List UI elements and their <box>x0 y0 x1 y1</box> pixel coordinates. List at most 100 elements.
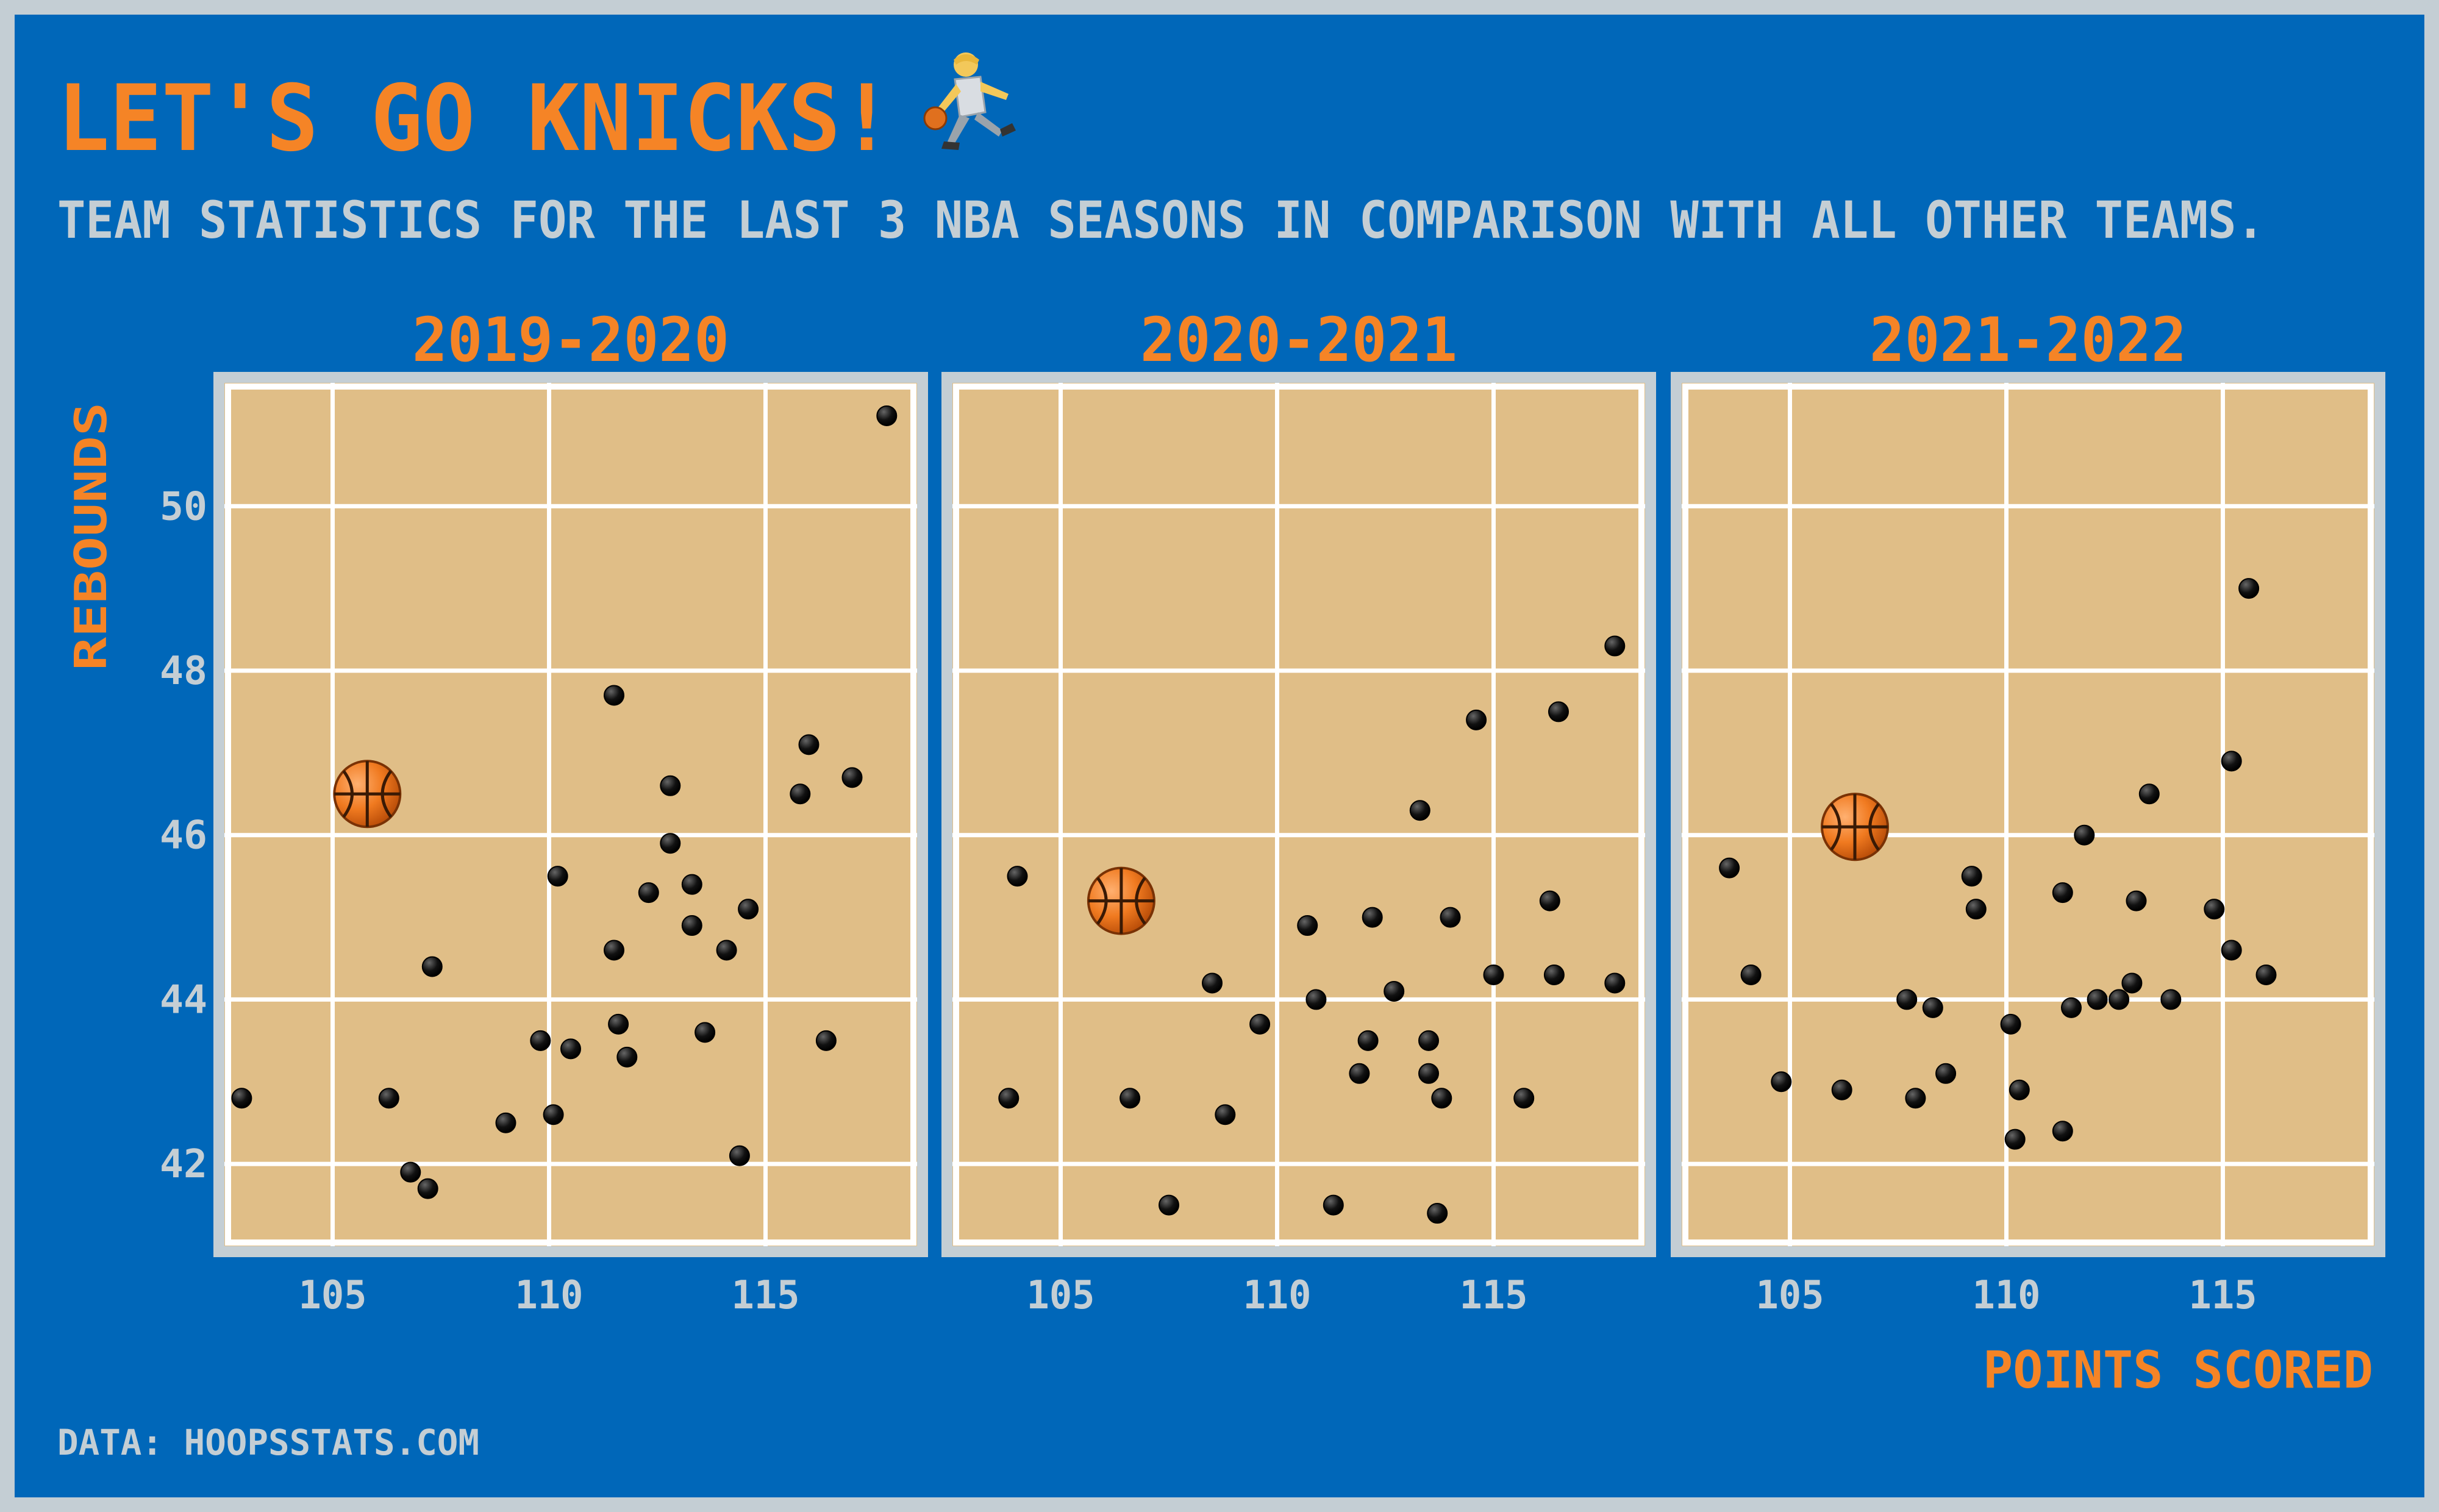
data-point <box>604 685 624 706</box>
y-axis-label: REBOUNDS <box>65 402 116 671</box>
facet-title: 2020-2021 <box>1140 304 1457 376</box>
data-point <box>2204 899 2225 920</box>
data-point <box>2087 989 2108 1010</box>
data-point <box>841 767 863 788</box>
data-point <box>1431 1088 1452 1109</box>
data-point <box>681 915 702 936</box>
data-point <box>1120 1088 1141 1109</box>
data-point <box>876 405 898 426</box>
data-point <box>1249 1013 1271 1035</box>
data-point <box>530 1030 551 1051</box>
y-tick-label: 48 <box>160 649 207 694</box>
data-point <box>660 833 681 854</box>
data-point <box>2238 578 2260 599</box>
facet-panel: 2021-2022 105 110 115 <box>1671 304 2385 1318</box>
data-point <box>1159 1194 1179 1216</box>
data-point <box>421 956 443 977</box>
ball-seam <box>1096 877 1108 925</box>
source-caption: DATA: HOOPSSTATS.COM <box>57 1422 479 1463</box>
x-tick-label: 115 <box>1460 1273 1528 1318</box>
facet-panels: 2019-2020 105 110 115 42 44 46 48 50 2020-2021 105… <box>160 304 2385 1318</box>
data-point <box>660 775 681 796</box>
data-point <box>1362 907 1383 928</box>
data-point <box>1548 701 1569 722</box>
page-title: LET'S GO KNICKS! <box>57 66 893 172</box>
data-point <box>1961 866 1982 887</box>
data-point <box>1896 989 1918 1010</box>
data-point <box>2221 751 2242 772</box>
data-point <box>681 874 702 895</box>
x-tick-label: 105 <box>1756 1273 1824 1318</box>
data-point <box>1965 899 1987 920</box>
data-point <box>2061 997 2082 1018</box>
data-point <box>2138 783 2160 805</box>
data-point <box>2009 1079 2030 1100</box>
data-point <box>231 1088 252 1109</box>
data-point <box>604 940 624 961</box>
data-point <box>1305 989 1327 1010</box>
data-point <box>560 1038 581 1060</box>
data-point <box>729 1145 750 1166</box>
data-point <box>2221 940 2242 961</box>
data-point <box>1604 635 1626 657</box>
ball-seam <box>1135 877 1146 925</box>
x-tick-label: 105 <box>299 1273 367 1318</box>
data-point <box>543 1104 564 1125</box>
y-tick-label: 46 <box>160 813 207 858</box>
data-point <box>815 1030 837 1051</box>
data-point <box>2160 989 2182 1010</box>
basketball-icon <box>1821 793 1889 861</box>
data-point <box>2004 1129 2026 1150</box>
data-point <box>1922 997 1943 1018</box>
data-point <box>798 734 820 755</box>
data-point <box>1427 1203 1448 1224</box>
panel-background <box>224 383 917 1246</box>
data-point <box>1483 964 1504 985</box>
data-point <box>1543 964 1565 985</box>
data-point <box>2126 890 2147 911</box>
data-point <box>400 1161 421 1183</box>
data-point <box>547 866 568 887</box>
facet-title: 2019-2020 <box>412 304 729 376</box>
ball-seam <box>380 770 393 818</box>
facet-panel: 2020-2021 105 110 115 <box>941 304 1656 1318</box>
data-point <box>2052 882 2073 904</box>
x-tick-label: 115 <box>2189 1273 2257 1318</box>
ball-seam <box>1830 802 1841 851</box>
panel-inner-border <box>1682 383 2374 1246</box>
data-point <box>998 1088 1020 1109</box>
data-point <box>1771 1071 1792 1093</box>
data-point <box>608 1013 629 1035</box>
data-point <box>716 940 737 961</box>
data-point <box>1409 800 1430 821</box>
data-point <box>2052 1121 2073 1142</box>
data-point <box>1357 1030 1379 1051</box>
panel-inner-border <box>953 383 1644 1246</box>
ball-seam <box>1868 802 1880 851</box>
data-point <box>1349 1063 1370 1084</box>
data-point <box>1513 1088 1535 1109</box>
x-tick-label: 110 <box>1973 1273 2041 1318</box>
ball-seam <box>342 770 354 818</box>
data-point <box>1831 1079 1852 1100</box>
data-point <box>1007 866 1028 887</box>
data-point <box>1539 890 1560 911</box>
data-point <box>1323 1194 1344 1216</box>
subtitle: TEAM STATISTICS FOR THE LAST 3 NBA SEASO… <box>57 190 2265 250</box>
data-point <box>1202 972 1223 994</box>
basketball-icon <box>333 760 402 829</box>
data-point <box>790 783 811 805</box>
data-point <box>616 1046 638 1068</box>
x-tick-label: 110 <box>1243 1273 1312 1318</box>
panel-background <box>1682 383 2374 1246</box>
facet-title: 2021-2022 <box>1869 304 2187 376</box>
data-point <box>1740 964 1762 985</box>
data-point <box>2255 964 2277 985</box>
data-point <box>2074 824 2095 846</box>
data-point <box>1418 1063 1439 1084</box>
data-point <box>1384 980 1405 1002</box>
data-point <box>1297 915 1318 936</box>
data-point <box>738 899 759 920</box>
data-point <box>1418 1030 1439 1051</box>
